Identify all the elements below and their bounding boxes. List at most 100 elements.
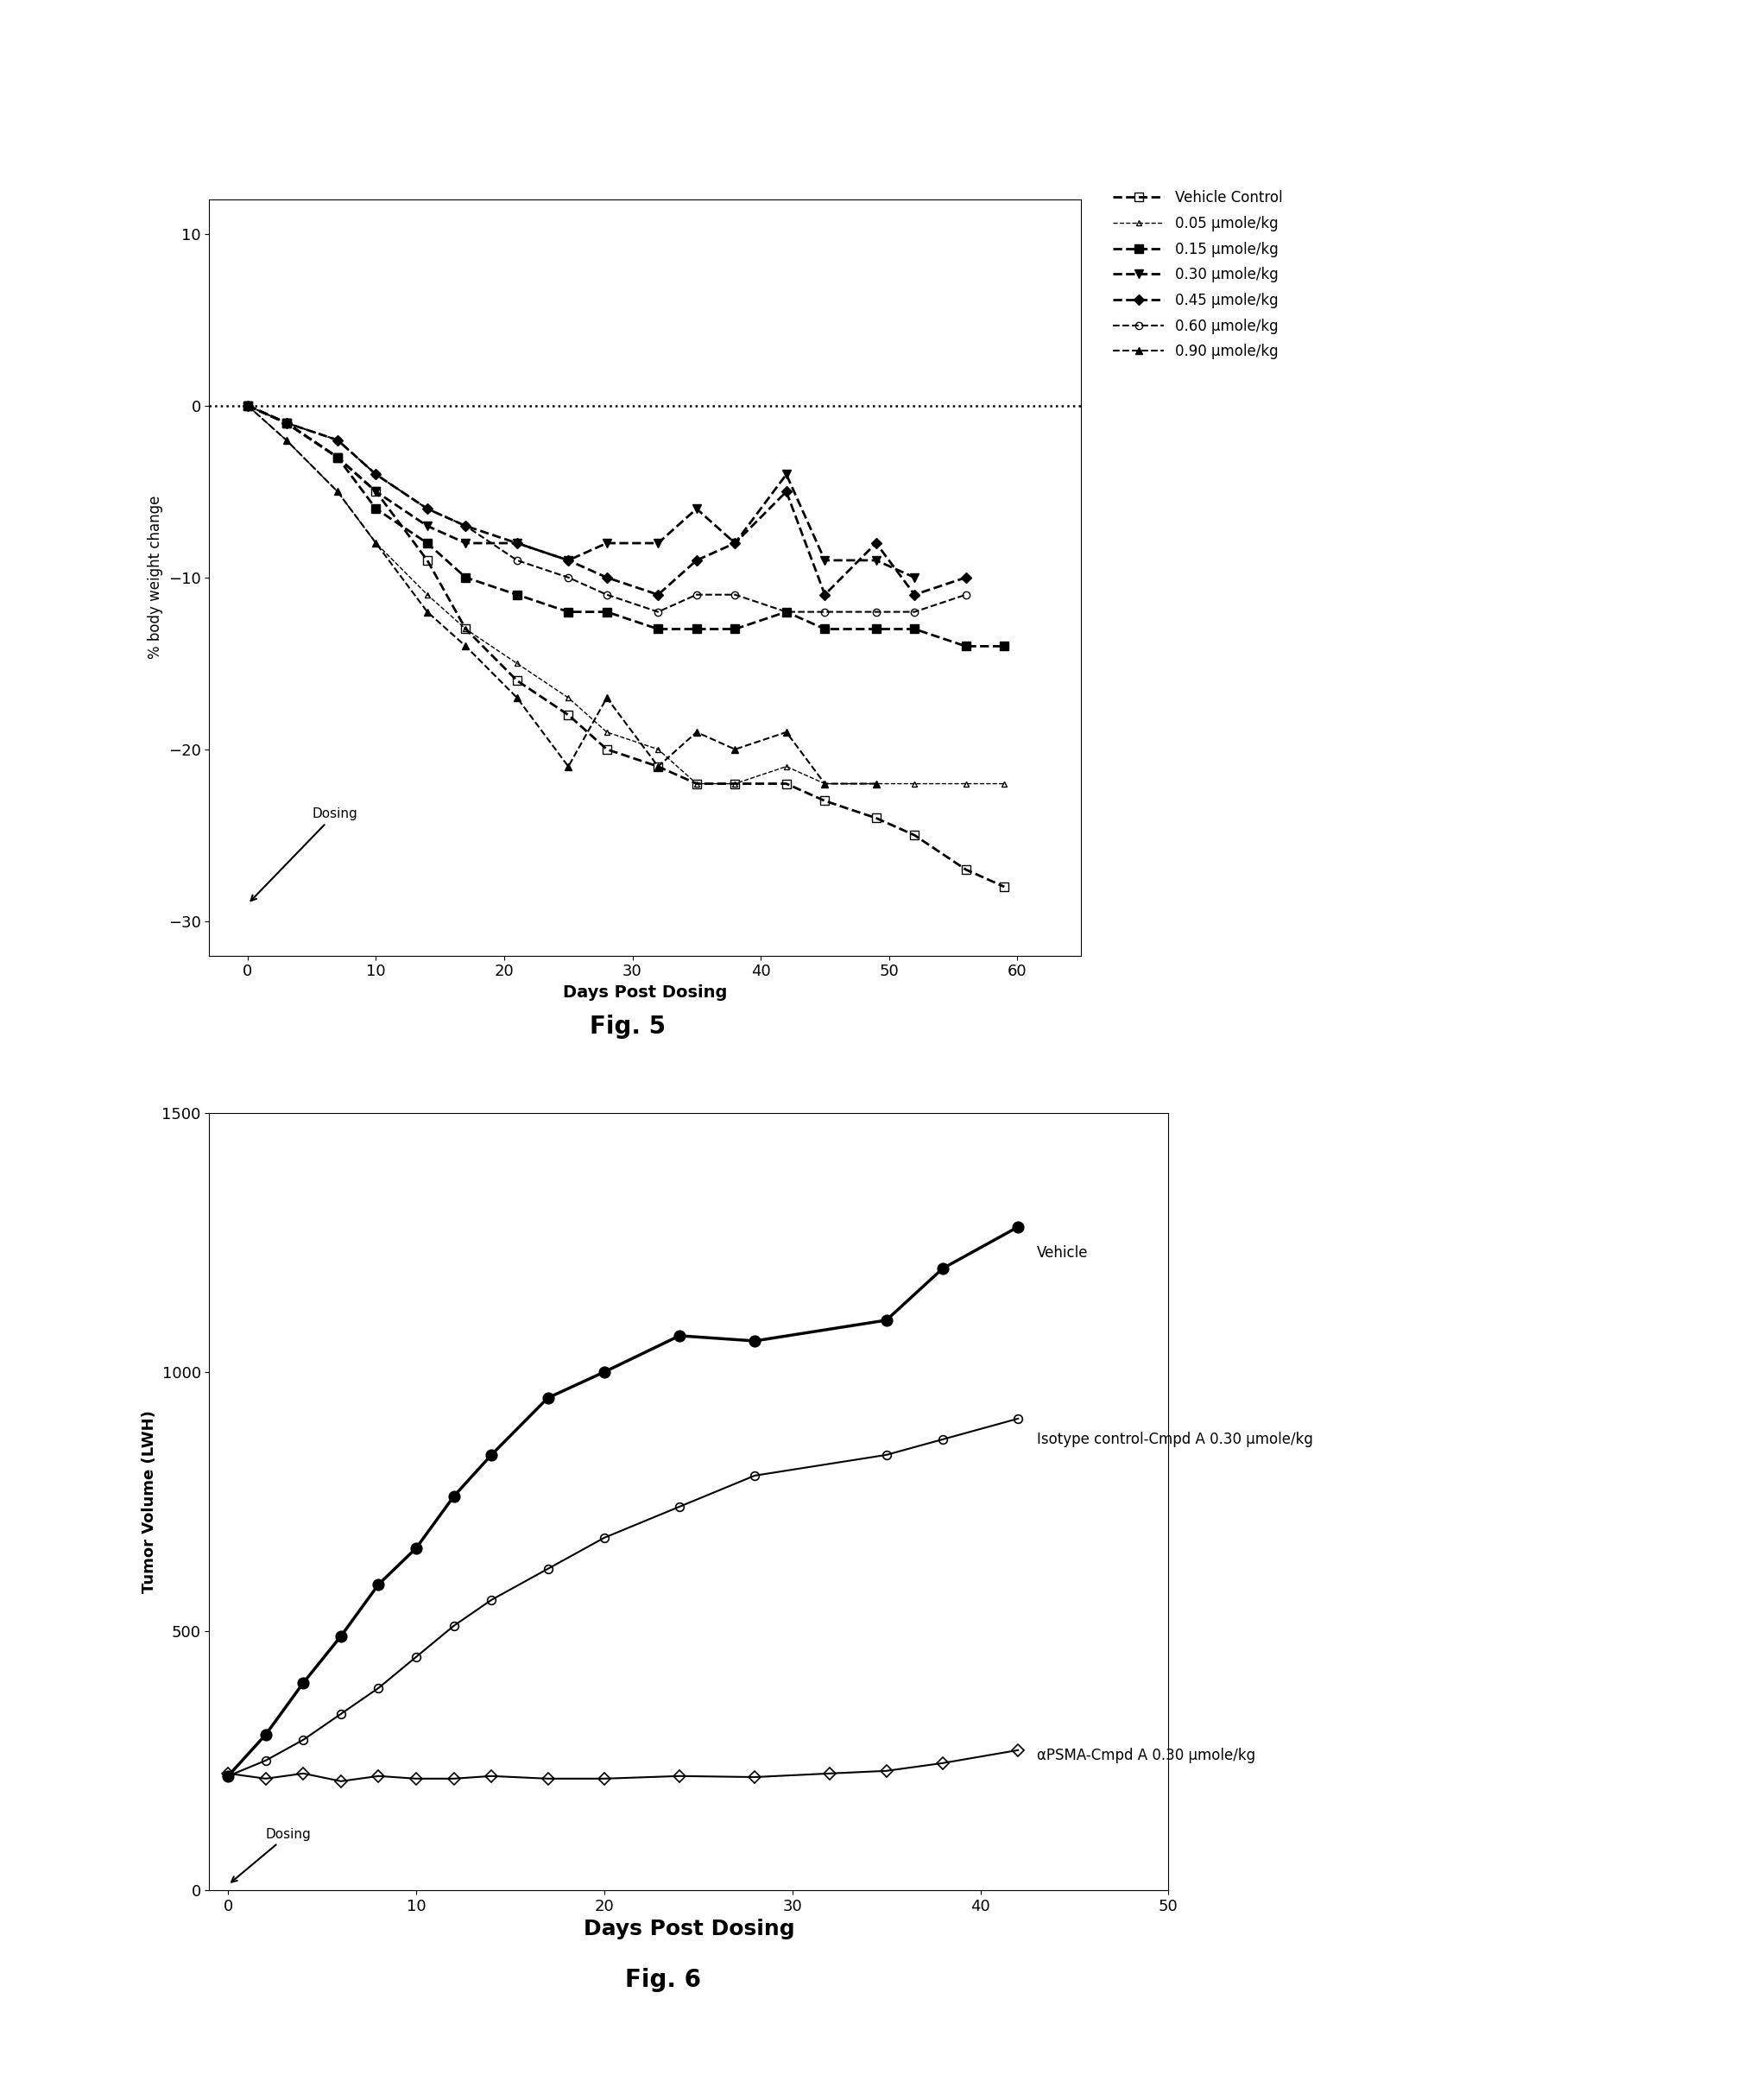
0.15 μmole/kg: [814, 617, 835, 643]
0.15 μmole/kg: [596, 598, 617, 624]
0.05 μmole/kg: [994, 771, 1015, 796]
0.30 μmole/kg: [417, 512, 438, 538]
0.60 μmole/kg: [506, 548, 527, 573]
0.15 μmole/kg: [506, 582, 527, 607]
Text: Dosing: Dosing: [251, 808, 358, 901]
0.05 μmole/kg: [455, 617, 476, 643]
0.90 μmole/kg: [276, 428, 296, 454]
0.05 μmole/kg: [814, 771, 835, 796]
Vehicle Control: [724, 771, 745, 796]
Vehicle Control: [417, 548, 438, 573]
Vehicle Control: [237, 393, 258, 418]
0.15 μmole/kg: [366, 496, 387, 521]
0.90 μmole/kg: [506, 685, 527, 710]
Text: Fig. 6: Fig. 6: [624, 1968, 701, 1993]
Line: 0.90 μmole/kg: 0.90 μmole/kg: [244, 401, 879, 788]
0.05 μmole/kg: [417, 582, 438, 607]
0.60 μmole/kg: [366, 462, 387, 487]
0.90 μmole/kg: [558, 754, 579, 779]
0.05 μmole/kg: [276, 428, 296, 454]
0.30 μmole/kg: [776, 462, 797, 487]
Text: αPSMA-Cmpd A 0.30 μmole/kg: αPSMA-Cmpd A 0.30 μmole/kg: [1038, 1747, 1256, 1764]
Text: Vehicle: Vehicle: [1038, 1245, 1088, 1260]
0.45 μmole/kg: [558, 548, 579, 573]
0.30 μmole/kg: [237, 393, 258, 418]
Y-axis label: Tumor Volume (LWH): Tumor Volume (LWH): [141, 1409, 157, 1594]
0.60 μmole/kg: [596, 582, 617, 607]
Line: 0.30 μmole/kg: 0.30 μmole/kg: [244, 401, 919, 582]
Vehicle Control: [455, 617, 476, 643]
Vehicle Control: [814, 788, 835, 813]
0.05 μmole/kg: [237, 393, 258, 418]
0.60 μmole/kg: [903, 598, 924, 624]
Vehicle Control: [903, 823, 924, 848]
0.60 μmole/kg: [455, 512, 476, 538]
0.15 μmole/kg: [865, 617, 886, 643]
0.15 μmole/kg: [647, 617, 668, 643]
Vehicle Control: [328, 445, 349, 470]
Vehicle Control: [366, 479, 387, 504]
0.90 μmole/kg: [366, 531, 387, 556]
0.60 μmole/kg: [776, 598, 797, 624]
0.60 μmole/kg: [647, 598, 668, 624]
0.30 μmole/kg: [685, 496, 706, 521]
0.90 μmole/kg: [237, 393, 258, 418]
0.45 μmole/kg: [366, 462, 387, 487]
0.45 μmole/kg: [776, 479, 797, 504]
Line: 0.60 μmole/kg: 0.60 μmole/kg: [244, 401, 970, 615]
0.15 μmole/kg: [994, 634, 1015, 659]
0.45 μmole/kg: [455, 512, 476, 538]
0.05 μmole/kg: [685, 771, 706, 796]
0.05 μmole/kg: [506, 651, 527, 676]
0.05 μmole/kg: [596, 720, 617, 745]
0.30 μmole/kg: [865, 548, 886, 573]
0.05 μmole/kg: [865, 771, 886, 796]
Vehicle Control: [506, 668, 527, 693]
0.15 μmole/kg: [558, 598, 579, 624]
0.15 μmole/kg: [685, 617, 706, 643]
0.05 μmole/kg: [366, 531, 387, 556]
0.45 μmole/kg: [417, 496, 438, 521]
0.45 μmole/kg: [865, 531, 886, 556]
0.30 μmole/kg: [647, 531, 668, 556]
0.15 μmole/kg: [417, 531, 438, 556]
0.90 μmole/kg: [647, 754, 668, 779]
0.90 μmole/kg: [724, 737, 745, 762]
0.05 μmole/kg: [328, 479, 349, 504]
0.60 μmole/kg: [685, 582, 706, 607]
0.30 μmole/kg: [506, 531, 527, 556]
Y-axis label: % body weight change: % body weight change: [148, 496, 164, 659]
0.15 μmole/kg: [237, 393, 258, 418]
0.30 μmole/kg: [724, 531, 745, 556]
0.15 μmole/kg: [455, 565, 476, 590]
0.90 μmole/kg: [865, 771, 886, 796]
0.60 μmole/kg: [558, 565, 579, 590]
0.90 μmole/kg: [814, 771, 835, 796]
0.05 μmole/kg: [724, 771, 745, 796]
0.90 μmole/kg: [417, 598, 438, 624]
Line: 0.05 μmole/kg: 0.05 μmole/kg: [244, 403, 1008, 788]
0.90 μmole/kg: [776, 720, 797, 745]
Vehicle Control: [994, 874, 1015, 899]
Vehicle Control: [776, 771, 797, 796]
0.30 μmole/kg: [276, 410, 296, 435]
0.90 μmole/kg: [328, 479, 349, 504]
0.60 μmole/kg: [865, 598, 886, 624]
Legend: Vehicle Control, 0.05 μmole/kg, 0.15 μmole/kg, 0.30 μmole/kg, 0.45 μmole/kg, 0.6: Vehicle Control, 0.05 μmole/kg, 0.15 μmo…: [1107, 185, 1289, 365]
0.30 μmole/kg: [596, 531, 617, 556]
0.30 μmole/kg: [814, 548, 835, 573]
Line: 0.15 μmole/kg: 0.15 μmole/kg: [244, 401, 1008, 651]
Vehicle Control: [865, 806, 886, 832]
0.05 μmole/kg: [903, 771, 924, 796]
X-axis label: Days Post Dosing: Days Post Dosing: [563, 985, 727, 1000]
0.15 μmole/kg: [956, 634, 977, 659]
Vehicle Control: [596, 737, 617, 762]
0.60 μmole/kg: [237, 393, 258, 418]
0.45 μmole/kg: [685, 548, 706, 573]
0.90 μmole/kg: [596, 685, 617, 710]
0.45 μmole/kg: [596, 565, 617, 590]
0.45 μmole/kg: [814, 582, 835, 607]
0.45 μmole/kg: [237, 393, 258, 418]
0.60 μmole/kg: [276, 410, 296, 435]
Line: Vehicle Control: Vehicle Control: [244, 401, 1008, 890]
